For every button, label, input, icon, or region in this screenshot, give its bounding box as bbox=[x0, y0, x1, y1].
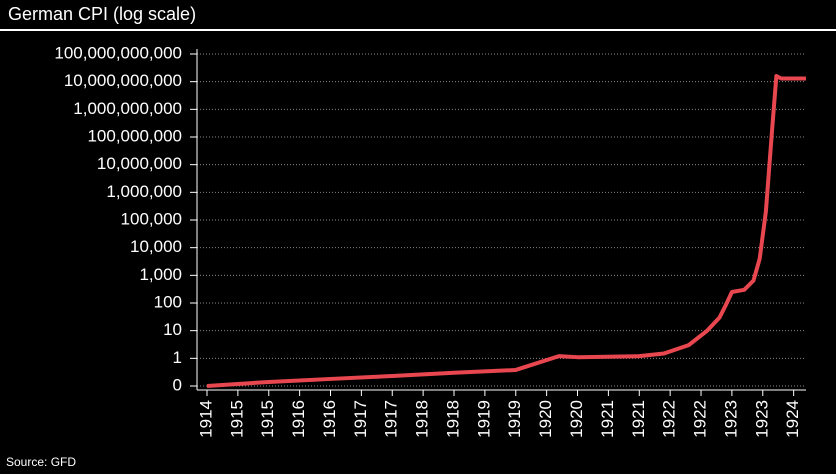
x-tick-label: 1921 bbox=[598, 400, 617, 438]
y-tick-label: 10,000,000,000 bbox=[64, 71, 182, 90]
x-tick-label: 1920 bbox=[536, 400, 555, 438]
y-tick-label: 1,000,000,000 bbox=[73, 99, 182, 118]
y-tick-label: 10,000 bbox=[130, 237, 182, 256]
y-tick-label: 10,000,000 bbox=[97, 154, 182, 173]
y-tick-label: 1 bbox=[173, 348, 182, 367]
x-tick-label: 1918 bbox=[443, 400, 462, 438]
x-tick-label: 1915 bbox=[227, 400, 246, 438]
x-tick-label: 1917 bbox=[382, 400, 401, 438]
x-tick-label: 1922 bbox=[660, 400, 679, 438]
y-tick-label: 100,000,000,000 bbox=[54, 43, 182, 62]
source: Source: GFD bbox=[6, 455, 76, 469]
x-tick-label: 1923 bbox=[721, 400, 740, 438]
x-tick-label: 1922 bbox=[691, 400, 710, 438]
x-tick-label: 1915 bbox=[258, 400, 277, 438]
y-tick-label: 10 bbox=[163, 320, 182, 339]
chart-title: German CPI (log scale) bbox=[8, 4, 196, 24]
y-tick-label: 100 bbox=[154, 292, 182, 311]
x-tick-label: 1918 bbox=[413, 400, 432, 438]
x-tick-label: 1919 bbox=[474, 400, 493, 438]
x-tick-label: 1914 bbox=[196, 400, 215, 438]
y-tick-label: 100,000,000 bbox=[87, 126, 182, 145]
line bbox=[206, 74, 806, 388]
y-tick-label: 100,000 bbox=[121, 209, 182, 228]
x-tick-label: 1916 bbox=[320, 400, 339, 438]
x-tick-label: 1917 bbox=[351, 400, 370, 438]
x-tick-label: 1920 bbox=[567, 400, 586, 438]
y-tick-label: 1,000 bbox=[139, 265, 182, 284]
x-tick-label: 1923 bbox=[752, 400, 771, 438]
x-tick-label: 1919 bbox=[505, 400, 524, 438]
x-tick-label: 1916 bbox=[289, 400, 308, 438]
x-tick-label: 1924 bbox=[783, 400, 802, 438]
y-tick-label: 1,000,000 bbox=[106, 182, 182, 201]
x-tick-label: 1921 bbox=[629, 400, 648, 438]
y-tick-label: 0 bbox=[173, 375, 182, 394]
